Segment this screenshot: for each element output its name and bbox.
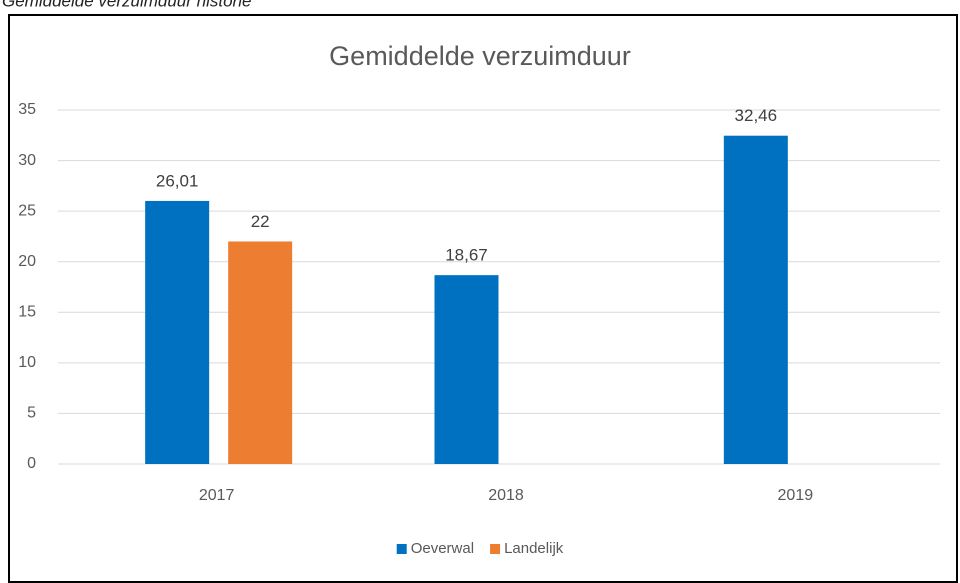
bar xyxy=(228,241,293,464)
y-tick-label: 30 xyxy=(18,152,36,169)
y-tick-label: 35 xyxy=(18,101,36,118)
value-label: 26,01 xyxy=(156,171,199,190)
x-tick-label: 2018 xyxy=(488,487,524,504)
legend-swatch xyxy=(396,544,407,554)
chart-title: Gemiddelde verzuimduur xyxy=(329,41,631,71)
legend-label: Oeverwal xyxy=(411,540,474,557)
caption: Gemiddelde verzuimduur historie xyxy=(2,0,251,10)
bar xyxy=(145,200,210,464)
bar xyxy=(723,135,788,464)
value-label: 22 xyxy=(251,212,270,231)
bar xyxy=(434,275,499,464)
y-tick-label: 15 xyxy=(18,304,36,321)
value-label: 18,67 xyxy=(445,246,488,265)
x-tick-label: 2019 xyxy=(778,487,814,504)
value-label: 32,46 xyxy=(735,106,778,125)
legend-swatch xyxy=(490,544,501,554)
legend-label: Landelijk xyxy=(504,540,564,557)
y-tick-label: 10 xyxy=(18,354,36,371)
y-tick-label: 5 xyxy=(27,405,36,422)
y-tick-label: 0 xyxy=(27,455,36,472)
y-tick-label: 25 xyxy=(18,202,36,219)
x-tick-label: 2017 xyxy=(199,487,235,504)
y-tick-label: 20 xyxy=(18,253,36,270)
